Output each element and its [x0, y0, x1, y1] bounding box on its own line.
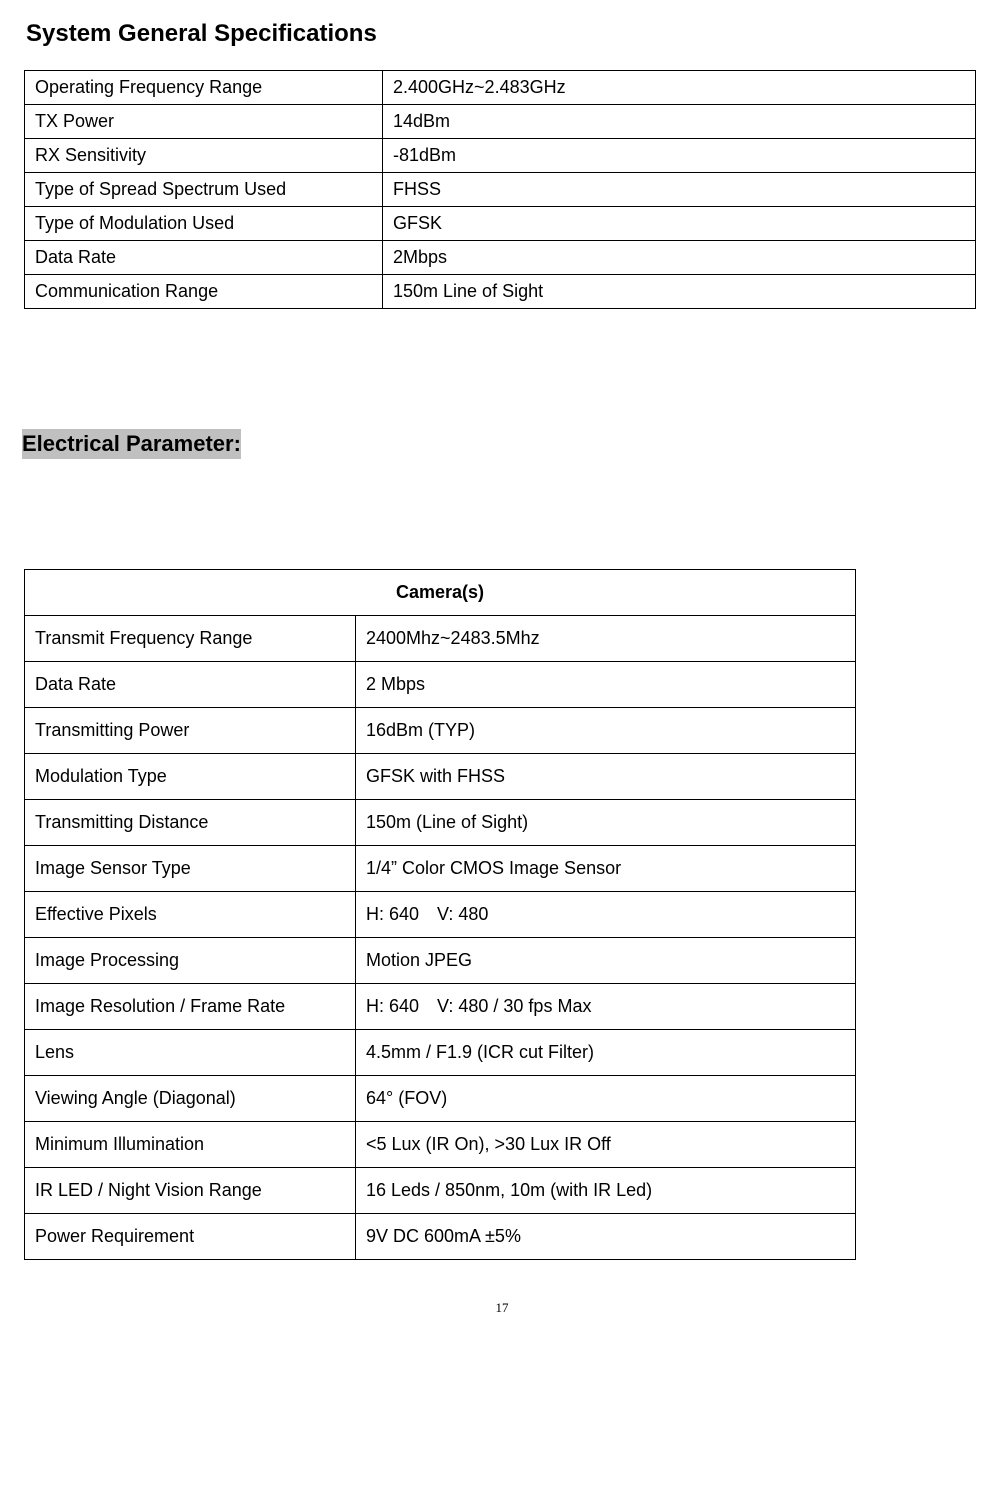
- table-row: Minimum Illumination<5 Lux (IR On), >30 …: [25, 1122, 856, 1168]
- spec-value: Motion JPEG: [356, 938, 856, 984]
- spec-value: 2400Mhz~2483.5Mhz: [356, 616, 856, 662]
- section-header: Electrical Parameter:: [22, 429, 241, 459]
- table-row: Viewing Angle (Diagonal)64° (FOV): [25, 1076, 856, 1122]
- spec-label: Image Sensor Type: [25, 846, 356, 892]
- page-title: System General Specifications: [26, 20, 980, 48]
- table-row: Data Rate2 Mbps: [25, 662, 856, 708]
- system-spec-table: Operating Frequency Range2.400GHz~2.483G…: [24, 70, 976, 309]
- spec-label: Image Processing: [25, 938, 356, 984]
- spec-value: 2Mbps: [383, 241, 976, 275]
- spec-label: IR LED / Night Vision Range: [25, 1168, 356, 1214]
- table-row: Effective PixelsH: 640 V: 480: [25, 892, 856, 938]
- table-row: Communication Range150m Line of Sight: [25, 275, 976, 309]
- camera-spec-table: Camera(s) Transmit Frequency Range2400Mh…: [24, 569, 856, 1260]
- spec-label: Transmitting Power: [25, 708, 356, 754]
- spec-value: GFSK with FHSS: [356, 754, 856, 800]
- table-row: Type of Spread Spectrum UsedFHSS: [25, 173, 976, 207]
- table-row: Transmitting Distance150m (Line of Sight…: [25, 800, 856, 846]
- table-row: Image Resolution / Frame RateH: 640 V: 4…: [25, 984, 856, 1030]
- spec-value: 4.5mm / F1.9 (ICR cut Filter): [356, 1030, 856, 1076]
- spec-value: 150m (Line of Sight): [356, 800, 856, 846]
- table-row: Data Rate2Mbps: [25, 241, 976, 275]
- table-row: TX Power14dBm: [25, 105, 976, 139]
- spec-label: RX Sensitivity: [25, 139, 383, 173]
- page-number: 17: [24, 1300, 980, 1316]
- spec-label: Minimum Illumination: [25, 1122, 356, 1168]
- table-row: Image Sensor Type1/4” Color CMOS Image S…: [25, 846, 856, 892]
- spec-label: Transmit Frequency Range: [25, 616, 356, 662]
- spec-label: Power Requirement: [25, 1214, 356, 1260]
- spec-label: Modulation Type: [25, 754, 356, 800]
- spec-value: GFSK: [383, 207, 976, 241]
- table-row: Transmit Frequency Range2400Mhz~2483.5Mh…: [25, 616, 856, 662]
- spec-label: TX Power: [25, 105, 383, 139]
- spec-value: 1/4” Color CMOS Image Sensor: [356, 846, 856, 892]
- spec-label: Type of Modulation Used: [25, 207, 383, 241]
- table-row: Type of Modulation UsedGFSK: [25, 207, 976, 241]
- table-row: Transmitting Power16dBm (TYP): [25, 708, 856, 754]
- spec-label: Image Resolution / Frame Rate: [25, 984, 356, 1030]
- spec-value: 16 Leds / 850nm, 10m (with IR Led): [356, 1168, 856, 1214]
- table-row: Power Requirement9V DC 600mA ±5%: [25, 1214, 856, 1260]
- spec-label: Data Rate: [25, 241, 383, 275]
- spec-label: Viewing Angle (Diagonal): [25, 1076, 356, 1122]
- spec-value: -81dBm: [383, 139, 976, 173]
- spec-label: Effective Pixels: [25, 892, 356, 938]
- table-row: Image ProcessingMotion JPEG: [25, 938, 856, 984]
- table-row: Lens4.5mm / F1.9 (ICR cut Filter): [25, 1030, 856, 1076]
- spec-value: 9V DC 600mA ±5%: [356, 1214, 856, 1260]
- spec-value: FHSS: [383, 173, 976, 207]
- spec-label: Transmitting Distance: [25, 800, 356, 846]
- spec-label: Operating Frequency Range: [25, 71, 383, 105]
- spec-value: 2 Mbps: [356, 662, 856, 708]
- spec-label: Type of Spread Spectrum Used: [25, 173, 383, 207]
- spec-value: H: 640 V: 480: [356, 892, 856, 938]
- spec-value: 2.400GHz~2.483GHz: [383, 71, 976, 105]
- spec-value: <5 Lux (IR On), >30 Lux IR Off: [356, 1122, 856, 1168]
- table-row: Modulation TypeGFSK with FHSS: [25, 754, 856, 800]
- spec-value: 14dBm: [383, 105, 976, 139]
- spec-value: 64° (FOV): [356, 1076, 856, 1122]
- spec-label: Data Rate: [25, 662, 356, 708]
- spec-value: 16dBm (TYP): [356, 708, 856, 754]
- spec-label: Communication Range: [25, 275, 383, 309]
- table-row: IR LED / Night Vision Range16 Leds / 850…: [25, 1168, 856, 1214]
- table-row: Operating Frequency Range2.400GHz~2.483G…: [25, 71, 976, 105]
- spec-value: 150m Line of Sight: [383, 275, 976, 309]
- spec-value: H: 640 V: 480 / 30 fps Max: [356, 984, 856, 1030]
- spec-label: Lens: [25, 1030, 356, 1076]
- table-row: RX Sensitivity-81dBm: [25, 139, 976, 173]
- camera-table-header: Camera(s): [25, 570, 856, 616]
